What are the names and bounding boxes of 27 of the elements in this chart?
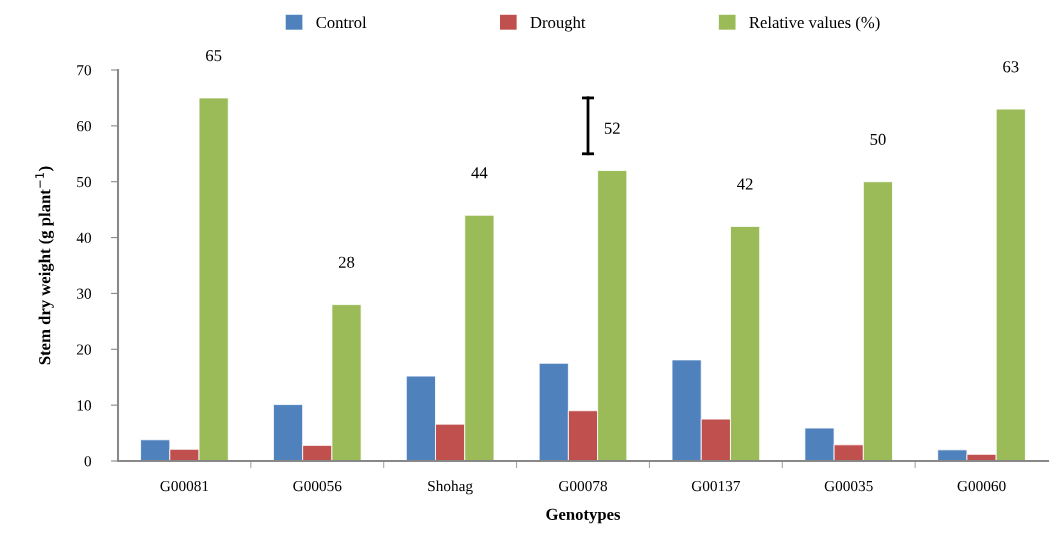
y-tick-label: 20 — [77, 344, 92, 355]
y-tick-label: 30 — [77, 288, 92, 299]
y-tick-label: 60 — [76, 121, 92, 132]
legend-label: Relative values (%) — [749, 16, 880, 32]
data-label: 42 — [737, 178, 753, 190]
x-tick-label: G00078 — [559, 480, 608, 492]
y-tick-label: 10 — [77, 400, 92, 411]
data-label: 52 — [604, 122, 620, 134]
y-axis-title: Stem dry weight (g plant$^{−1}$) — [35, 166, 54, 365]
x-tick-label: G00035 — [824, 480, 873, 492]
x-tick-label: G00060 — [957, 480, 1006, 492]
x-tick-label: Shohag — [428, 480, 473, 495]
x-axis-title: Genotypes — [546, 508, 621, 524]
x-tick-label: G00137 — [691, 480, 741, 492]
data-label: 65 — [206, 50, 222, 62]
y-tick-label: 0 — [84, 456, 92, 467]
y-tick-label: 70 — [77, 65, 92, 76]
y-tick-label: 40 — [76, 232, 92, 244]
data-label: 44 — [471, 167, 488, 179]
legend-label: Control — [316, 16, 367, 29]
x-tick-label: G00056 — [293, 480, 342, 492]
y-tick-label: 50 — [77, 176, 92, 188]
x-tick-label: G00081 — [160, 480, 209, 492]
data-label: 28 — [338, 256, 355, 268]
data-label: 63 — [1003, 61, 1019, 73]
data-label: 50 — [870, 133, 886, 145]
legend-label: Drought — [530, 16, 586, 32]
